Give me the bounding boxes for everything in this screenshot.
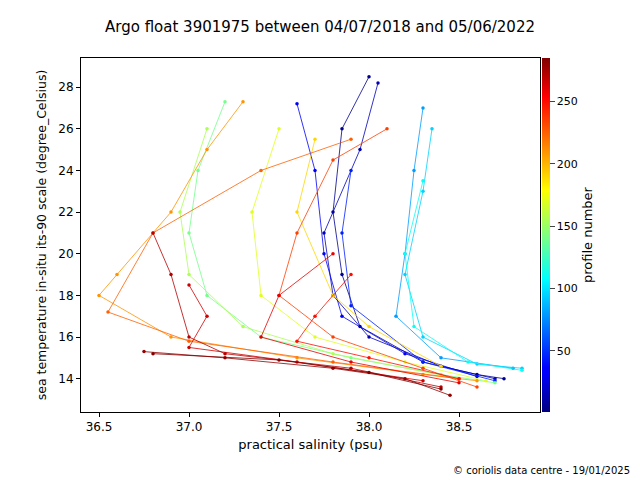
svg-text:profile number: profile number — [580, 186, 595, 283]
svg-text:37.5: 37.5 — [266, 420, 293, 434]
svg-text:© coriolis data centre - 19/01: © coriolis data centre - 19/01/2025 — [453, 465, 630, 476]
svg-text:practical salinity (psu): practical salinity (psu) — [238, 437, 382, 452]
svg-text:14: 14 — [58, 372, 73, 386]
svg-text:38.0: 38.0 — [356, 420, 383, 434]
svg-text:Argo float 3901975 between 04/: Argo float 3901975 between 04/07/2018 an… — [105, 18, 535, 36]
svg-text:28: 28 — [58, 80, 73, 94]
svg-text:200: 200 — [557, 158, 578, 171]
svg-text:24: 24 — [58, 164, 73, 178]
svg-text:16: 16 — [58, 330, 73, 344]
svg-text:38.5: 38.5 — [446, 420, 473, 434]
svg-text:250: 250 — [557, 95, 578, 108]
svg-text:36.5: 36.5 — [86, 420, 113, 434]
svg-text:150: 150 — [557, 220, 578, 233]
svg-text:20: 20 — [58, 247, 73, 261]
svg-text:100: 100 — [557, 282, 578, 295]
svg-text:26: 26 — [58, 122, 73, 136]
svg-text:18: 18 — [58, 289, 73, 303]
svg-text:50: 50 — [557, 345, 571, 358]
svg-text:22: 22 — [58, 205, 73, 219]
svg-text:37.0: 37.0 — [176, 420, 203, 434]
svg-text:sea temperature in-situ its-90: sea temperature in-situ its-90 scale (de… — [34, 70, 49, 401]
